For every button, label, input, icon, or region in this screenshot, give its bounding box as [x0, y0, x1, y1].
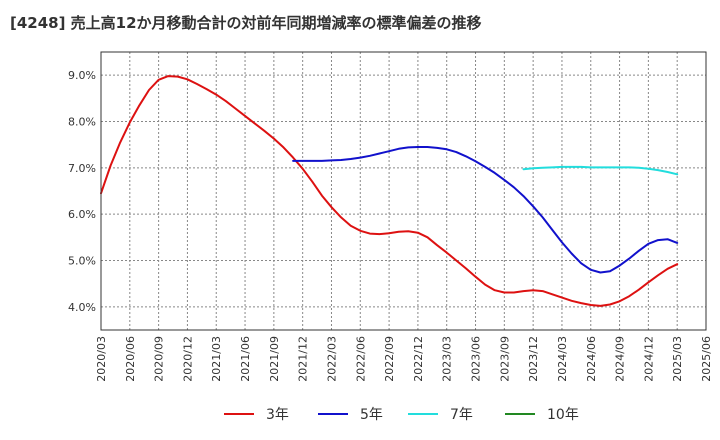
x-tick-label: 2024/12	[642, 336, 655, 382]
x-tick-label: 2020/06	[124, 336, 137, 382]
x-tick-label: 2025/03	[671, 336, 684, 382]
x-tick-label: 2022/06	[354, 336, 367, 382]
y-tick-label: 7.0%	[68, 162, 96, 175]
legend: 3年 5年 7年 10年	[224, 407, 579, 423]
y-tick-label: 8.0%	[68, 116, 96, 129]
x-tick-label: 2024/06	[585, 336, 598, 382]
legend-label: 7年	[450, 407, 473, 423]
x-tick-label: 2023/06	[470, 336, 483, 382]
chart-title: [4248] 売上高12か月移動合計の対前年同期増減率の標準偏差の推移	[10, 14, 482, 32]
series-line-2	[292, 146, 679, 274]
series-lines	[100, 75, 679, 307]
x-tick-label: 2023/12	[527, 336, 540, 382]
legend-label: 10年	[547, 407, 579, 423]
x-tick-label: 2025/06	[700, 336, 713, 382]
x-tick-label: 2021/03	[210, 336, 223, 382]
y-axis-ticks: 4.0% 5.0% 6.0% 7.0% 8.0% 9.0%	[68, 69, 96, 314]
plot-border	[100, 51, 707, 331]
y-tick-label: 6.0%	[68, 208, 96, 221]
y-tick-label: 4.0%	[68, 301, 96, 314]
y-tick-label: 5.0%	[68, 255, 96, 268]
x-tick-label: 2021/06	[239, 336, 252, 382]
plot-area	[101, 52, 706, 330]
x-tick-label: 2020/09	[153, 336, 166, 382]
x-tick-label: 2022/09	[383, 336, 396, 382]
x-tick-label: 2022/12	[412, 336, 425, 382]
x-tick-label: 2020/03	[95, 336, 108, 382]
y-tick-label: 9.0%	[68, 69, 96, 82]
x-tick-label: 2024/03	[556, 336, 569, 382]
x-tick-label: 2023/03	[441, 336, 454, 382]
series-line-1	[100, 75, 679, 307]
series-line-3	[522, 165, 679, 176]
legend-label: 3年	[266, 407, 289, 423]
x-tick-label: 2021/12	[297, 336, 310, 382]
x-tick-label: 2023/09	[498, 336, 511, 382]
x-tick-label: 2021/09	[268, 336, 281, 382]
x-tick-label: 2024/09	[614, 336, 627, 382]
x-axis-ticks: 2020/03 2020/06 2020/09 2020/12 2021/03 2021/…	[95, 336, 713, 382]
x-tick-label: 2020/12	[181, 336, 194, 382]
x-tick-label: 2022/03	[325, 336, 338, 382]
legend-label: 5年	[360, 407, 383, 423]
